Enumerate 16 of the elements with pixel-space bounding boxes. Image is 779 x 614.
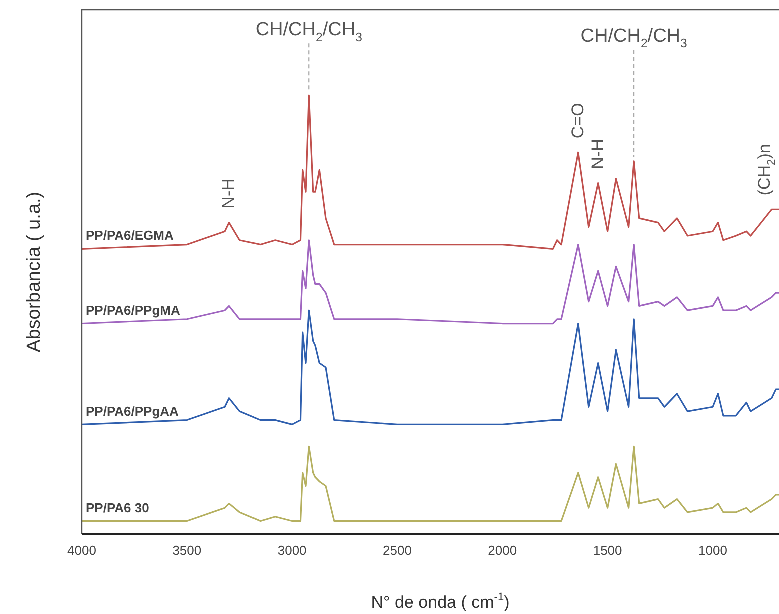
x-tick-label: 3000 (278, 542, 307, 558)
annotation: N-H (588, 139, 608, 170)
y-axis-title: Absorbancia ( u.a.) (24, 192, 45, 352)
series-label: PP/PA6/EGMA (86, 228, 174, 244)
series-label: PP/PA6 30 (86, 500, 150, 516)
x-tick-label: 3500 (172, 542, 202, 558)
x-tick-label: 2500 (383, 542, 412, 558)
annotation: (CH2)n (755, 144, 778, 196)
x-tick-label: 4000 (68, 542, 96, 558)
x-tick-label: 1000 (698, 542, 728, 558)
series-label: PP/PA6/PPgAA (86, 404, 180, 419)
annotation: N-H (219, 178, 238, 209)
x-tick-label: 2000 (488, 542, 518, 558)
series-label: PP/PA6/PPgMA (86, 302, 181, 318)
x-tick-label: 1500 (593, 542, 622, 558)
annotation: C=O (568, 103, 588, 139)
